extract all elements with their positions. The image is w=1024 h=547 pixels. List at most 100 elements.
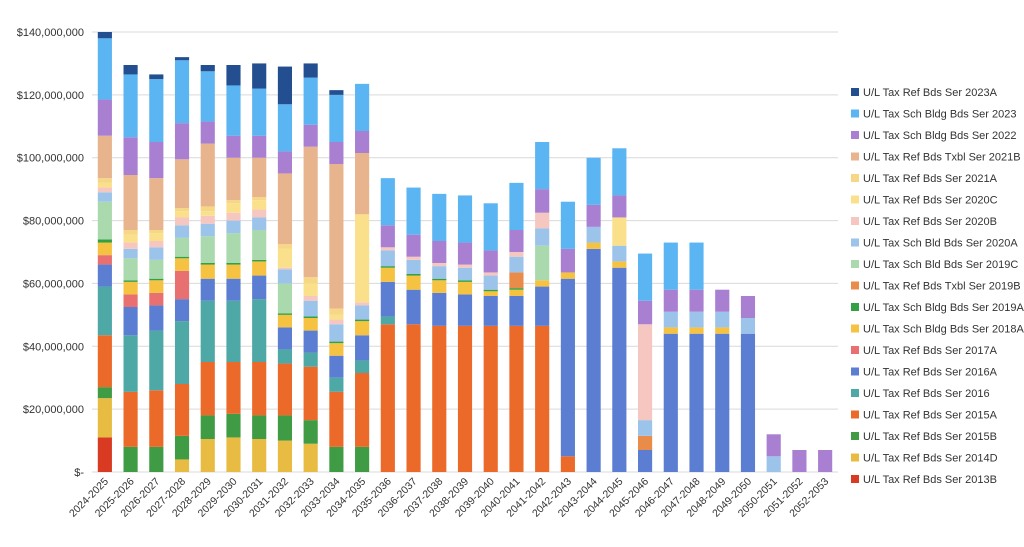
bar-segment (174, 217, 190, 226)
bar-segment (149, 259, 164, 279)
bar-segment (123, 335, 138, 392)
bar-segment (252, 197, 267, 201)
bar-segment (303, 366, 318, 421)
bar-segment (97, 335, 112, 388)
bar-segment (432, 263, 447, 267)
bar-segment (252, 415, 267, 439)
bar-segment (303, 352, 318, 367)
bar-segment (535, 280, 550, 287)
bar-segment (432, 241, 447, 263)
bar-segment (380, 281, 395, 317)
bar-stack-2048-2049 (715, 289, 730, 472)
bar-segment (509, 272, 524, 289)
legend-label: U/L Tax Ref Bds Ser 2023A (863, 87, 998, 99)
bar-segment (663, 327, 678, 334)
bar-segment (380, 178, 395, 226)
legend-label: U/L Tax Sch Bld Bds Ser 2019C (863, 259, 1018, 271)
bar-segment (432, 325, 447, 472)
bar-segment (149, 233, 164, 241)
bar-segment (200, 211, 215, 216)
legend-swatch (851, 238, 859, 247)
bar-segment (123, 175, 138, 230)
bar-segment (226, 220, 241, 234)
bar-segment (535, 212, 550, 229)
legend-label: U/L Tax Sch Bldg Bds Ser 2022 (863, 130, 1016, 142)
bar-stack-2033-2034 (329, 90, 344, 472)
legend-swatch (851, 346, 859, 354)
bar-segment (663, 333, 678, 472)
bar-segment (303, 124, 318, 147)
legend-entry: U/L Tax Sch Bldg Bds Ser 2022 (851, 130, 1016, 142)
bar-segment (380, 247, 395, 251)
bar-segment (715, 289, 730, 312)
bar-segment (509, 182, 524, 230)
bar-segment (663, 289, 678, 312)
bar-segment (97, 192, 112, 202)
bar-segment (252, 230, 267, 260)
bar-segment (303, 277, 318, 284)
legend-swatch (851, 260, 859, 268)
legend-swatch (851, 281, 859, 290)
bar-segment (355, 305, 370, 320)
bar-segment (740, 333, 756, 472)
bar-segment (303, 316, 318, 318)
legend-label: U/L Tax Ref Bds Ser 2020B (863, 216, 997, 228)
bar-segment (252, 157, 267, 197)
bar-segment (509, 252, 524, 257)
bar-segment (123, 446, 138, 472)
bar-segment (329, 391, 344, 447)
bar-segment (483, 296, 498, 326)
y-tick-label: $60,000,000 (23, 278, 84, 290)
bar-segment (303, 420, 318, 444)
bar-segment (483, 291, 498, 296)
legend-swatch (851, 367, 859, 376)
bar-segment (766, 434, 781, 457)
x-axis-ticks: 2024-20252025-20262026-20272027-20282028… (67, 476, 831, 520)
bar-segment (277, 248, 293, 268)
bar-segment (637, 300, 653, 325)
bar-segment (740, 296, 756, 318)
bar-segment (689, 333, 704, 472)
bar-segment (560, 248, 575, 273)
bar-segment (277, 415, 293, 441)
bar-segment (200, 65, 215, 72)
bar-segment (277, 66, 293, 105)
bar-segment (509, 325, 524, 472)
bar-segment (200, 300, 215, 362)
bar-segment (586, 204, 601, 227)
legend-swatch (851, 303, 859, 311)
legend-entry: U/L Tax Ref Bds Ser 2016A (851, 367, 998, 379)
y-tick-label: $140,000,000 (17, 27, 84, 39)
legend: U/L Tax Ref Bds Ser 2023A U/L Tax Sch Bld… (851, 87, 1024, 486)
bar-segment (586, 157, 601, 205)
bar-segment (432, 292, 447, 326)
bar-segment (612, 217, 627, 246)
bar-segment (252, 200, 267, 210)
bar-segment (226, 300, 241, 362)
bar-segment (586, 242, 601, 249)
bar-segment (149, 241, 164, 248)
bar-segment (612, 245, 627, 262)
bar-segment (174, 258, 190, 271)
bar-segment (792, 450, 807, 472)
bar-segment (509, 289, 524, 296)
bar-stack-2036-2037 (406, 187, 421, 472)
bar-segment (355, 335, 370, 361)
bar-segment (252, 275, 267, 300)
bar-segment (226, 362, 241, 414)
bar-stack-2031-2032 (277, 66, 293, 472)
y-tick-label: $120,000,000 (17, 90, 84, 102)
bar-segment (97, 264, 112, 287)
bar-segment (149, 330, 164, 391)
bar-segment (380, 250, 395, 267)
bar-segment (97, 201, 112, 240)
bar-segment (715, 333, 730, 472)
bar-segment (97, 255, 112, 265)
bar-segment (123, 391, 138, 447)
bar-segment (535, 142, 550, 190)
bar-segment (200, 143, 215, 207)
bar-segment (174, 60, 190, 124)
bar-segment (612, 261, 627, 268)
